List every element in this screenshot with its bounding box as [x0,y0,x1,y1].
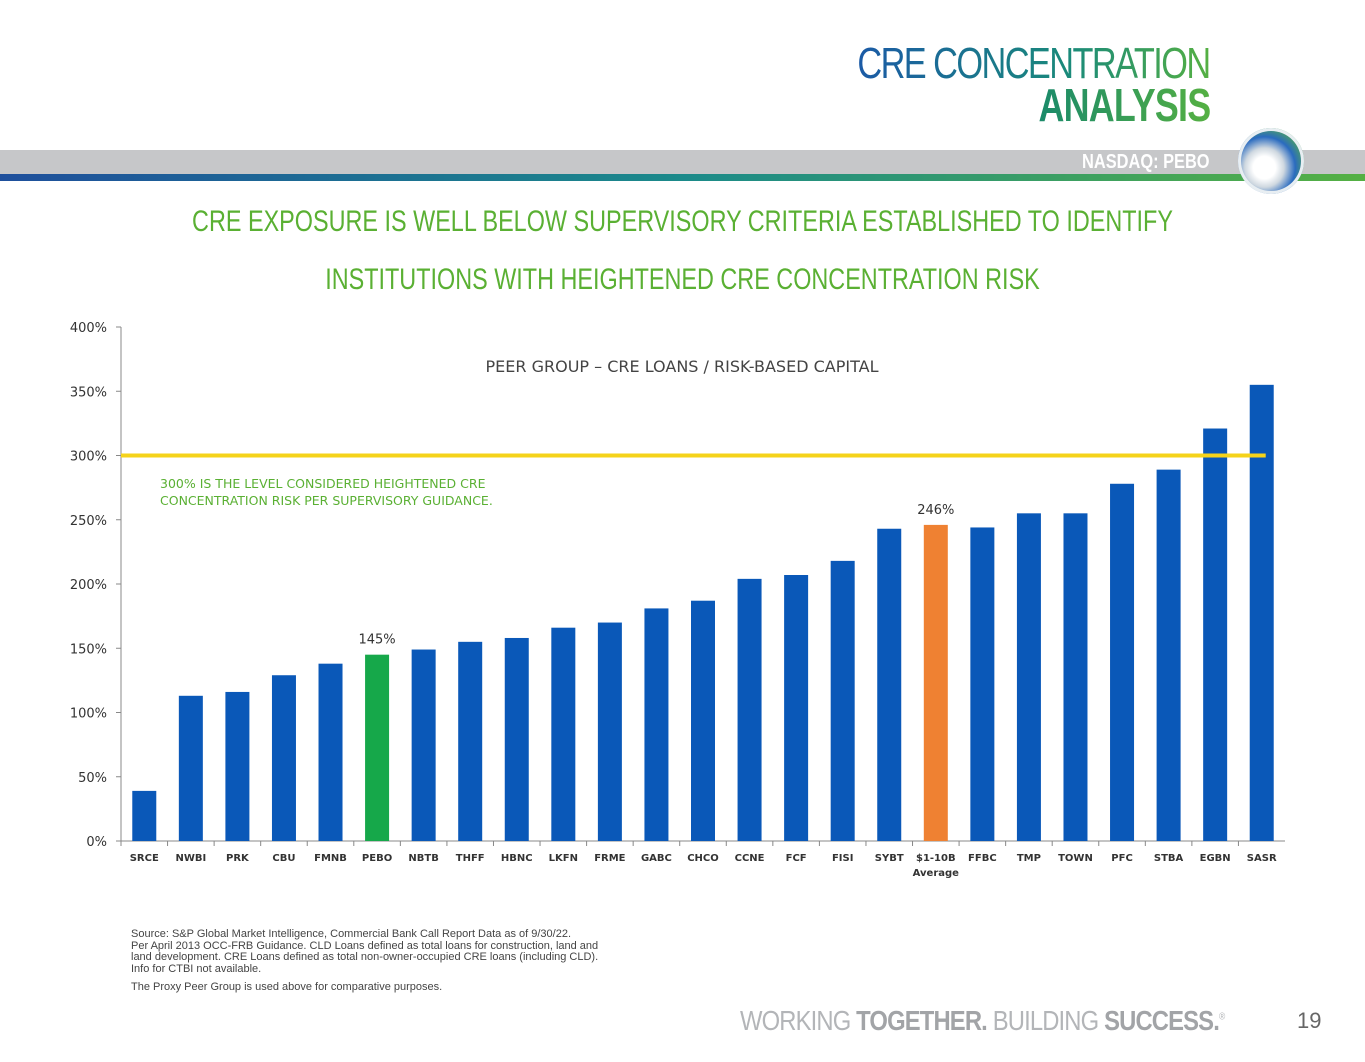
footnote-1: Source: S&P Global Market Intelligence, … [131,928,572,940]
ticker-label: NASDAQ: PEBO [1082,151,1210,173]
bar-prk [225,691,250,841]
bar-egbn [1203,428,1228,841]
bar--1-10b-average [923,524,948,841]
x-tick-label: SASR [1247,853,1277,864]
x-tick-label: TMP [1017,853,1041,864]
bar-stba [1156,469,1181,841]
bar-nbtb [411,649,436,841]
slide-title-line1: CRE CONCENTRATION [857,39,1212,88]
bar-fmnb [318,663,343,841]
x-tick-label: CBU [272,853,295,864]
x-tick-label: TOWN [1058,853,1093,864]
footnote-2: Per April 2013 OCC-FRB Guidance. CLD Loa… [131,939,599,952]
x-tick-label: $1-10B [916,853,956,864]
x-tick-label: CHCO [687,853,719,864]
x-tick-label: FRME [594,853,625,864]
y-tick-label: 350% [70,385,107,400]
x-tick-label: SRCE [130,853,159,864]
bar-sasr [1249,384,1274,841]
x-tick-label: LKFN [549,853,578,864]
bar-tmp [1016,513,1041,841]
x-tick-label: PFC [1111,853,1133,864]
y-tick-label: 400% [70,321,107,336]
x-tick-label: NBTB [408,853,438,864]
y-tick-label: 50% [78,771,107,786]
bar-gabc [644,608,669,841]
bar-frme [597,622,622,841]
bar-cbu [271,675,296,841]
x-tick-label: Average [913,868,960,879]
company-logo [1238,128,1304,194]
bar-thff [458,641,483,841]
bar-nwbi [178,695,203,841]
x-tick-label: NWBI [175,853,206,864]
y-tick-label: 150% [70,642,107,657]
data-label: 246% [917,503,954,518]
headline-line2: INSTITUTIONS WITH HEIGHTENED CRE CONCENT… [325,263,1040,296]
page-number: 19 [1297,1008,1322,1033]
bar-hbnc [504,637,529,841]
tag-3: BUILDING [986,1005,1105,1036]
tag-1: WORKING [740,1005,857,1036]
x-tick-label: EGBN [1200,853,1231,864]
reference-annotation-line1: 300% IS THE LEVEL CONSIDERED HEIGHTENED … [160,476,486,491]
y-tick-label: 250% [70,514,107,529]
footnote-3: land development. CRE Loans defined as t… [131,951,599,963]
x-tick-label: FMNB [314,853,347,864]
header-stripe [0,174,1365,181]
x-tick-label: FCF [786,853,807,864]
header-band [0,150,1365,174]
tag-2: TOGETHER. [856,1005,988,1036]
x-tick-label: HBNC [501,853,533,864]
tag-4: SUCCESS. [1104,1005,1220,1036]
bar-pebo [365,654,390,841]
bar-sybt [877,528,902,841]
slide-title-line2: ANALYSIS [1038,79,1211,131]
x-tick-label: THFF [456,853,485,864]
x-tick-label: FISI [832,853,853,864]
bar-srce [132,790,157,841]
chart-title: PEER GROUP – CRE LOANS / RISK-BASED CAPI… [486,357,879,376]
y-tick-label: 100% [70,707,107,722]
data-label: 145% [358,633,395,648]
x-tick-label: GABC [641,853,672,864]
bar-lkfn [551,627,576,841]
registered-mark: ® [1218,1011,1225,1023]
footnote-4: Info for CTBI not available. [131,962,262,975]
bar-pfc [1110,483,1135,841]
x-tick-label: STBA [1154,853,1184,864]
footnotes: Source: S&P Global Market Intelligence, … [131,928,599,1001]
y-tick-label: 300% [70,450,107,465]
x-tick-label: PRK [226,853,250,864]
x-tick-label: PEBO [362,853,392,864]
tagline: WORKING TOGETHER. BUILDING SUCCESS.® [740,1005,1225,1037]
bar-town [1063,513,1088,841]
footnote-5: The Proxy Peer Group is used above for c… [131,981,443,993]
y-tick-label: 0% [86,835,107,850]
bar-chco [691,600,715,841]
reference-annotation-line2: CONCENTRATION RISK PER SUPERVISORY GUIDA… [160,493,493,508]
x-tick-label: CCNE [735,853,765,864]
x-tick-label: FFBC [968,853,997,864]
headline-line1: CRE EXPOSURE IS WELL BELOW SUPERVISORY C… [192,205,1173,238]
x-tick-label: SYBT [875,853,904,864]
bar-ffbc [970,527,995,841]
bar-ccne [737,578,762,841]
bar-fcf [784,575,809,841]
bar-fisi [830,560,855,841]
y-tick-label: 200% [70,578,107,593]
